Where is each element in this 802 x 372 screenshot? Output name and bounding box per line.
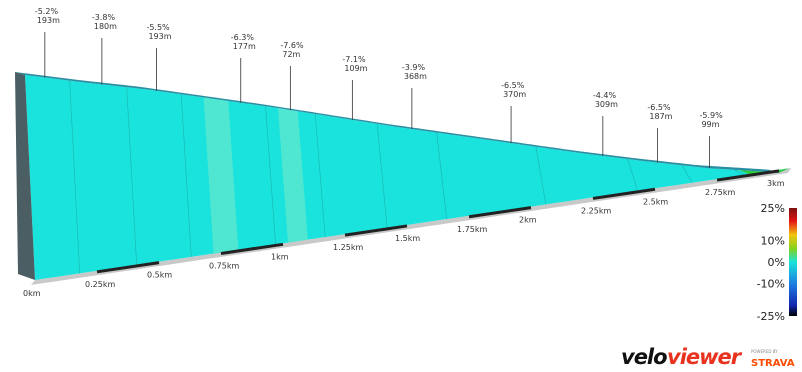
veloviewer-logo: velo viewer POWERED BY STRAVA <box>621 345 795 369</box>
logo-powered-by: POWERED BY <box>751 349 778 354</box>
segment-divider-6 <box>376 123 388 228</box>
km-label-4: 1km <box>271 252 289 261</box>
segment-divider-1 <box>69 80 80 274</box>
km-tick-bar-7 <box>468 206 532 219</box>
km-tick-bar-11 <box>716 169 780 182</box>
segment-length-4: 177m <box>233 42 256 51</box>
km-label-7: 1.75km <box>457 225 487 234</box>
segment-grade-1: -5.2% <box>35 7 59 16</box>
grade-color-scale: 25% 10% 0% -10% -25% <box>757 202 797 323</box>
km-label-5: 1.25km <box>333 243 363 252</box>
segment-divider-4 <box>265 106 276 245</box>
km-label-12: 3km <box>767 179 785 188</box>
segment-length-8: 370m <box>503 90 526 99</box>
km-label-9: 2.25km <box>581 206 611 215</box>
segment-divider-2 <box>126 87 138 265</box>
segment-grade-10: -6.5% <box>647 103 671 112</box>
km-labels: 0km 0.25km 0.5km 0.75km 1km 1.25km 1.5km 1.75km… <box>23 179 785 298</box>
km-label-6: 1.5km <box>395 234 420 243</box>
segment-grade-9: -4.4% <box>593 91 617 100</box>
segment-grade-5: -7.6% <box>280 41 304 50</box>
segment-length-1: 193m <box>37 16 60 25</box>
segment-dividers <box>69 80 745 274</box>
segment-length-6: 109m <box>344 64 367 73</box>
km-label-2: 0.5km <box>147 271 172 280</box>
km-label-11: 2.75km <box>705 188 735 197</box>
km-label-0: 0km <box>23 289 41 298</box>
segment-divider-9 <box>627 158 638 191</box>
segment-length-2: 180m <box>94 22 117 31</box>
segment-length-5: 72m <box>282 50 300 59</box>
segment-grade-4: -6.3% <box>231 33 255 42</box>
highlight-band-1 <box>203 97 239 254</box>
segment-length-7: 368m <box>404 72 427 81</box>
segment-markers: -5.2%193m -3.8%180m -5.5%193m -6.3%177m -7.6… <box>35 7 723 169</box>
segment-grade-7: -3.9% <box>402 63 426 72</box>
segment-length-3: 193m <box>148 32 171 41</box>
km-tick-bars <box>96 169 780 274</box>
segment-divider-10 <box>681 165 693 183</box>
highlight-band-2 <box>277 108 308 243</box>
segment-length-10: 187m <box>649 112 672 121</box>
grade-scale-label-1: 10% <box>761 234 785 247</box>
segment-grade-2: -3.8% <box>92 13 116 22</box>
logo-strava: STRAVA <box>751 358 795 369</box>
km-tick-bar-3 <box>220 242 284 255</box>
segment-divider-7 <box>436 132 448 220</box>
segment-divider-11 <box>734 169 745 176</box>
km-label-3: 0.75km <box>209 261 239 270</box>
grade-scale-label-2: 0% <box>768 256 785 269</box>
segment-divider-8 <box>535 146 547 205</box>
grade-scale-label-3: -10% <box>757 278 785 291</box>
km-tick-bar-9 <box>592 187 656 200</box>
profile-left-wall <box>15 72 35 280</box>
segment-divider-5 <box>314 113 326 238</box>
segment-grade-8: -6.5% <box>501 81 525 90</box>
profile-top-surface <box>15 72 779 173</box>
km-label-1: 0.25km <box>85 280 115 289</box>
segment-divider-3 <box>180 94 192 257</box>
segment-grade-11: -5.9% <box>699 111 723 120</box>
profile-end-section <box>739 168 789 175</box>
km-tick-bar-1 <box>96 261 160 274</box>
profile-face <box>25 75 789 280</box>
segment-grade-3: -5.5% <box>146 23 170 32</box>
grade-scale-label-4: -25% <box>757 310 785 323</box>
grade-scale-label-0: 25% <box>761 202 785 215</box>
segment-length-9: 309m <box>595 100 618 109</box>
profile-layer <box>15 72 792 285</box>
km-label-8: 2km <box>519 216 537 225</box>
segment-grade-6: -7.1% <box>342 55 366 64</box>
km-tick-bar-5 <box>344 224 408 237</box>
logo-text-velo: velo <box>621 345 667 369</box>
logo-text-viewer: viewer <box>667 345 743 369</box>
grade-scale-bar <box>789 208 797 316</box>
km-label-10: 2.5km <box>643 197 668 206</box>
segment-length-11: 99m <box>701 120 719 129</box>
